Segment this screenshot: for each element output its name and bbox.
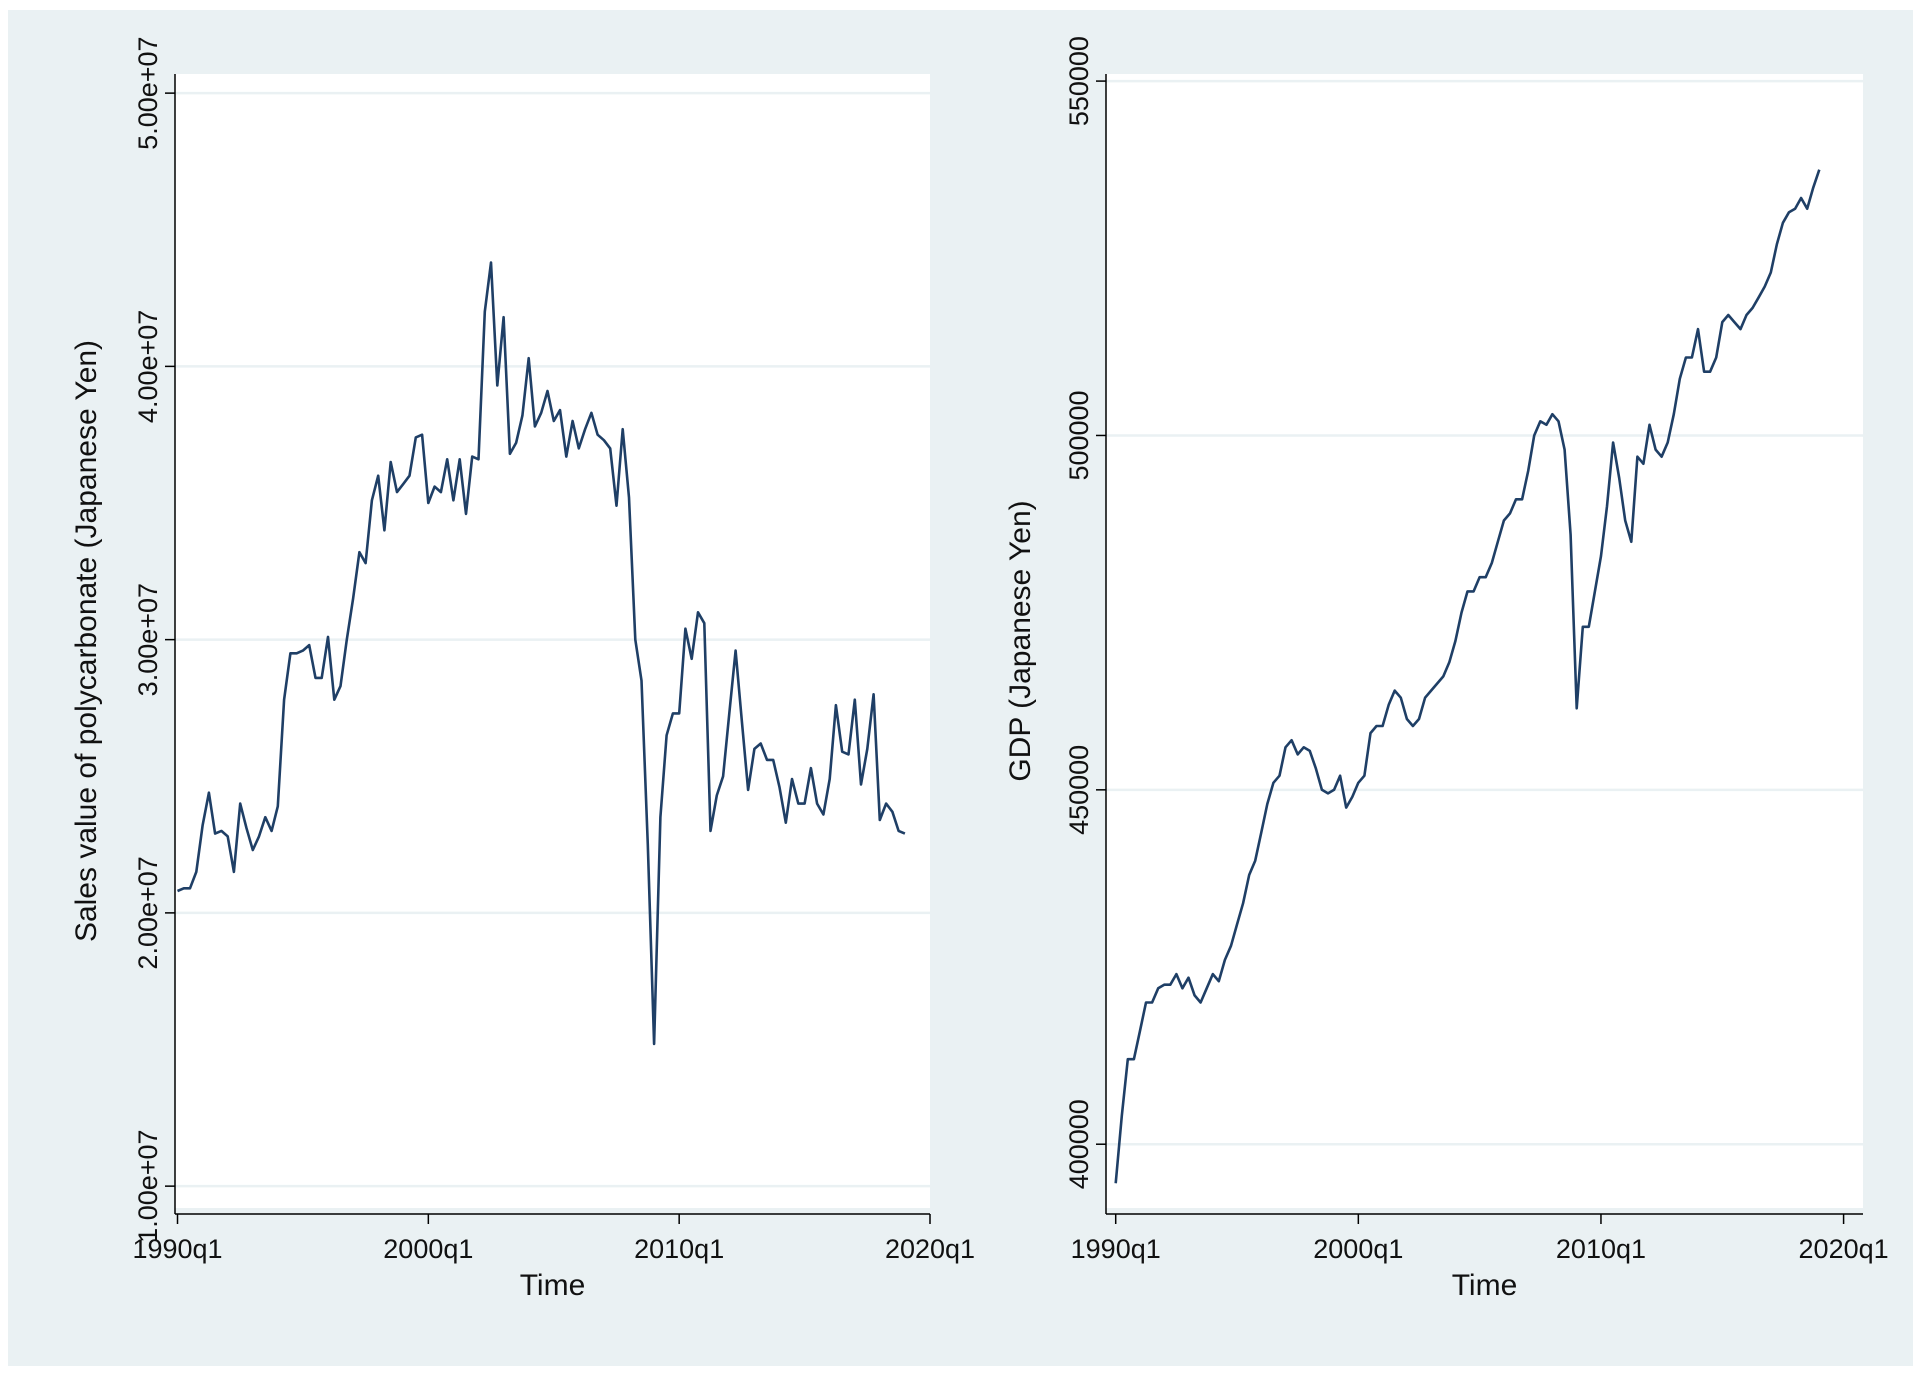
- y-axis-ticks: 400000 450000 500000 550000: [1064, 36, 1106, 1189]
- x-tick-label: 2000q1: [383, 1234, 473, 1264]
- y-tick-label: 400000: [1064, 1099, 1094, 1189]
- x-axis-title: Time: [1452, 1269, 1518, 1302]
- y-axis-title: GDP (Japanese Yen): [1004, 500, 1037, 781]
- y-tick-label: 550000: [1064, 36, 1094, 126]
- series-line-gdp: [1114, 169, 1821, 1184]
- y-axis-title: Sales value of polycarbonate (Japanese Y…: [70, 340, 103, 942]
- gridlines: [175, 91, 930, 1188]
- gridlines: [1106, 79, 1863, 1146]
- y-tick-label: 500000: [1064, 390, 1094, 480]
- x-tick-label: 2020q1: [1799, 1234, 1889, 1264]
- plot-area: [1106, 74, 1863, 1208]
- x-tick-label: 2000q1: [1313, 1234, 1403, 1264]
- chart-panel-gdp: 400000 450000 500000 550000 1990q1 2000q1 201…: [1004, 36, 1889, 1302]
- y-tick-label: 5.00e+07: [133, 36, 163, 149]
- chart-canvas: 1.00e+07 2.00e+07 3.00e+07 4.00e+07 5.00e+07…: [70, 36, 1889, 1302]
- y-tick-label: 2.00e+07: [133, 856, 163, 969]
- x-axis-ticks: 1990q1 2000q1 2010q1 2020q1: [1071, 1214, 1889, 1264]
- y-axis-ticks: 1.00e+07 2.00e+07 3.00e+07 4.00e+07 5.00e+07: [133, 36, 175, 1243]
- y-tick-label: 4.00e+07: [133, 310, 163, 423]
- y-tick-label: 3.00e+07: [133, 583, 163, 696]
- chart-panel-sales: 1.00e+07 2.00e+07 3.00e+07 4.00e+07 5.00e+07…: [70, 36, 975, 1302]
- plot-area: [175, 74, 930, 1208]
- x-tick-label: 1990q1: [132, 1234, 222, 1264]
- axes: [174, 74, 930, 1215]
- figure: 1.00e+07 2.00e+07 3.00e+07 4.00e+07 5.00e+07…: [8, 10, 1913, 1366]
- x-tick-label: 1990q1: [1071, 1234, 1161, 1264]
- axes: [1105, 74, 1863, 1215]
- x-tick-label: 2020q1: [885, 1234, 975, 1264]
- y-tick-label: 1.00e+07: [133, 1129, 163, 1242]
- x-axis-ticks: 1990q1 2000q1 2010q1 2020q1: [132, 1214, 975, 1264]
- series-line-sales: [176, 261, 906, 1046]
- x-tick-label: 2010q1: [634, 1234, 724, 1264]
- x-tick-label: 2010q1: [1556, 1234, 1646, 1264]
- x-axis-title: Time: [520, 1269, 586, 1302]
- y-tick-label: 450000: [1064, 745, 1094, 835]
